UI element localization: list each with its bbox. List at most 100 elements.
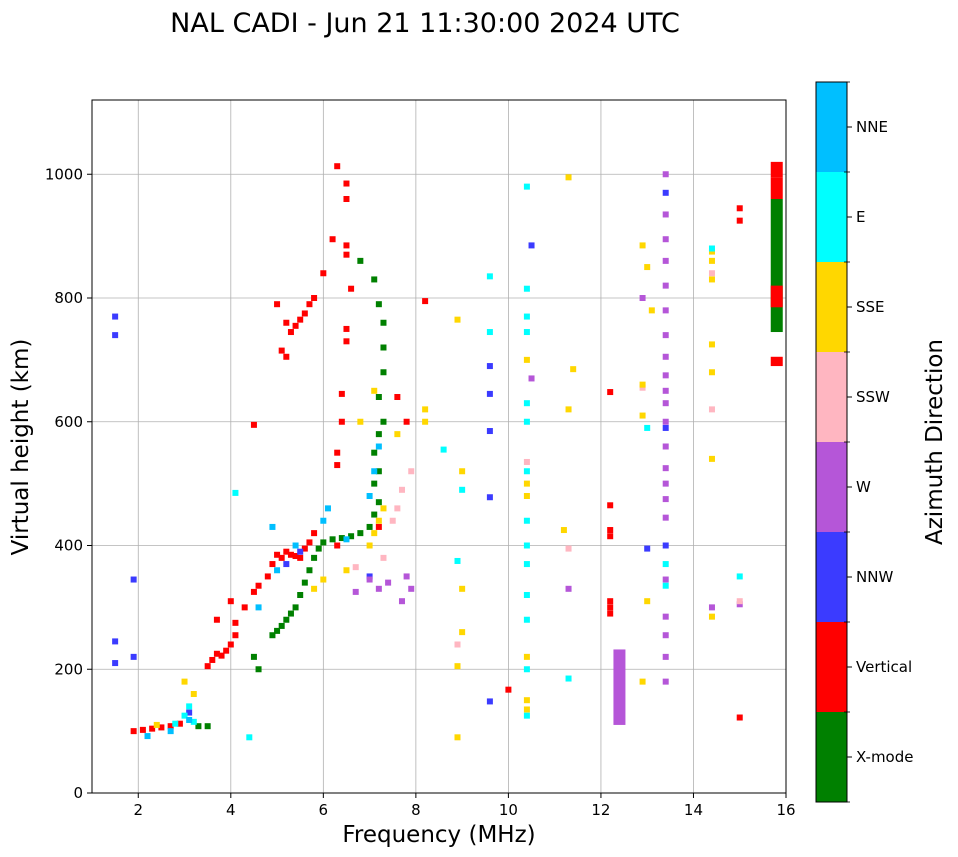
data-point-sse — [570, 366, 577, 373]
data-point-vertical — [338, 418, 345, 425]
data-point-nnw — [112, 332, 119, 339]
data-point-sse — [708, 248, 715, 255]
data-point-e — [662, 561, 669, 568]
data-point-vertical — [274, 301, 281, 308]
data-point-x-mode — [380, 369, 387, 376]
data-point-w — [662, 576, 669, 583]
data-point-e — [736, 573, 743, 580]
data-point-w — [662, 372, 669, 379]
data-point-w — [403, 573, 410, 580]
data-point-sse — [708, 455, 715, 462]
x-tick-label: 8 — [411, 801, 421, 819]
data-column-vertical — [770, 356, 783, 367]
data-point-nne — [292, 542, 299, 549]
data-point-x-mode — [311, 554, 318, 561]
data-point-sse — [523, 697, 530, 704]
data-point-nnw — [528, 242, 535, 249]
data-point-e — [486, 329, 493, 336]
data-point-sse — [181, 678, 188, 685]
data-point-e — [523, 592, 530, 598]
colorbar-tick-label: E — [856, 208, 865, 226]
data-point-vertical — [278, 347, 285, 354]
data-point-sse — [565, 406, 572, 413]
data-point-sse — [371, 387, 378, 394]
data-point-sse — [560, 527, 567, 534]
data-point-vertical — [139, 726, 146, 733]
data-point-nnw — [366, 573, 373, 580]
data-point-x-mode — [366, 523, 373, 530]
data-point-sse — [343, 567, 350, 574]
data-point-vertical — [241, 604, 248, 611]
data-point-e — [523, 468, 530, 475]
data-point-vertical — [343, 325, 350, 332]
data-point-sse — [708, 613, 715, 620]
data-point-sse — [459, 585, 466, 592]
data-point-vertical — [223, 647, 230, 654]
data-point-e — [523, 418, 530, 425]
data-point-x-mode — [348, 533, 355, 540]
data-point-e — [644, 424, 651, 431]
data-point-w — [662, 387, 669, 394]
colorbar-segment — [816, 442, 847, 532]
data-point-e — [523, 542, 530, 549]
data-column-vertical — [770, 161, 783, 178]
data-point-nnw — [486, 363, 493, 370]
data-point-nnw — [662, 542, 669, 549]
x-tick-label: 4 — [226, 801, 236, 819]
data-point-nnw — [112, 660, 119, 667]
data-point-vertical — [274, 551, 281, 558]
data-point-sse — [459, 629, 466, 636]
data-point-nne — [255, 604, 262, 611]
data-point-ssw — [523, 458, 530, 465]
data-point-e — [708, 245, 715, 252]
data-point-e — [459, 486, 466, 493]
data-point-nnw — [297, 548, 304, 555]
data-point-x-mode — [320, 539, 327, 546]
colorbar-tick-label: X-mode — [856, 748, 913, 766]
colorbar-segment — [816, 262, 847, 352]
data-point-x-mode — [287, 610, 294, 617]
data-point-vertical — [607, 610, 614, 617]
data-point-sse — [190, 691, 197, 697]
data-point-sse — [648, 307, 655, 314]
data-point-e — [190, 718, 197, 725]
data-point-sse — [153, 721, 160, 728]
data-point-sse — [639, 242, 646, 249]
data-point-ssw — [408, 468, 415, 475]
data-point-ssw — [454, 641, 461, 648]
data-point-ssw — [736, 598, 743, 605]
data-point-vertical — [218, 652, 225, 659]
data-point-vertical — [422, 298, 429, 305]
data-point-nne — [371, 468, 378, 475]
data-point-sse — [639, 412, 646, 419]
data-point-e — [454, 557, 461, 564]
data-point-vertical — [343, 251, 350, 258]
data-point-e — [486, 273, 493, 280]
data-point-sse — [422, 418, 429, 425]
data-point-vertical — [130, 728, 137, 735]
data-point-e — [523, 666, 530, 673]
data-point-x-mode — [297, 592, 304, 598]
data-point-x-mode — [301, 579, 308, 586]
data-point-x-mode — [380, 418, 387, 425]
data-point-vertical — [334, 449, 341, 456]
data-point-ssw — [394, 505, 401, 512]
data-point-w — [375, 585, 382, 592]
data-point-x-mode — [292, 604, 299, 611]
data-point-vertical — [149, 725, 156, 732]
colorbar-tick-label: SSW — [856, 388, 890, 406]
colorbar-segment — [816, 352, 847, 442]
data-point-vertical — [607, 533, 614, 540]
data-point-w — [662, 653, 669, 660]
data-point-nnw — [486, 390, 493, 397]
data-point-w — [662, 332, 669, 339]
data-points — [112, 161, 783, 741]
data-point-x-mode — [375, 431, 382, 438]
data-point-sse — [375, 517, 382, 524]
data-point-nne — [274, 567, 281, 574]
data-point-x-mode — [371, 511, 378, 518]
data-point-sse — [357, 418, 364, 425]
data-point-vertical — [306, 539, 313, 546]
data-point-vertical — [320, 270, 327, 277]
data-point-sse — [394, 431, 401, 438]
